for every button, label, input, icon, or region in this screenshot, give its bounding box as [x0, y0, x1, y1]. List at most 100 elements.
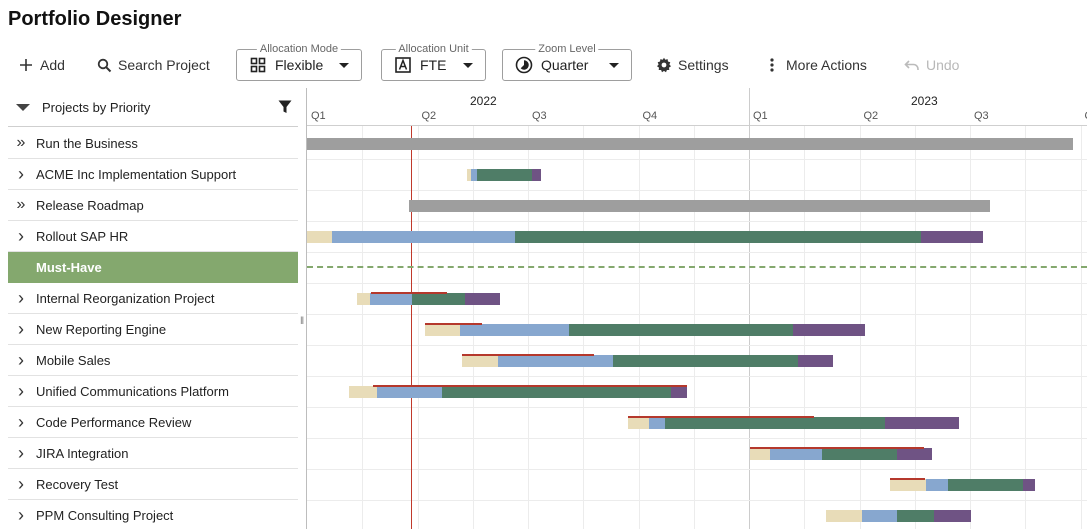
summary-bar[interactable] [307, 138, 1073, 150]
project-bar[interactable] [357, 293, 500, 305]
settings-button[interactable]: Settings [656, 54, 729, 76]
quarter-label: Q1 [753, 110, 768, 122]
undo-button[interactable]: Undo [904, 54, 959, 76]
planning-phase-segment[interactable] [862, 510, 897, 522]
group-row[interactable]: Must-Have [8, 252, 298, 283]
execution-phase-segment[interactable] [897, 510, 934, 522]
collapse-triangle-icon[interactable] [16, 103, 30, 111]
project-bar[interactable] [349, 386, 687, 398]
execution-phase-segment[interactable] [442, 386, 671, 398]
closing-phase-segment[interactable] [798, 355, 833, 367]
chevron-right-icon[interactable]: › [18, 411, 24, 432]
project-row[interactable]: › Recovery Test [8, 469, 298, 500]
initiation-phase-segment[interactable] [349, 386, 377, 398]
chevron-right-icon[interactable]: › [18, 380, 24, 401]
initiation-phase-segment[interactable] [826, 510, 862, 522]
project-row[interactable]: › Code Performance Review [8, 407, 298, 438]
row-gridline [307, 438, 1087, 439]
project-row[interactable]: › Mobile Sales [8, 345, 298, 376]
chevron-right-icon[interactable]: › [18, 349, 24, 370]
closing-phase-segment[interactable] [1023, 479, 1035, 491]
planning-phase-segment[interactable] [370, 293, 412, 305]
planning-phase-segment[interactable] [377, 386, 442, 398]
closing-phase-segment[interactable] [671, 386, 687, 398]
execution-phase-segment[interactable] [569, 324, 793, 336]
row-label: New Reporting Engine [36, 321, 167, 337]
initiation-phase-segment[interactable] [307, 231, 332, 243]
project-row[interactable]: › JIRA Integration [8, 438, 298, 469]
more-actions-button[interactable]: More Actions [764, 54, 867, 76]
add-button[interactable]: Add [18, 54, 65, 76]
planning-phase-segment[interactable] [649, 417, 665, 429]
project-bar[interactable] [467, 169, 541, 181]
initiation-phase-segment[interactable] [890, 479, 926, 491]
project-row[interactable]: » Run the Business [8, 128, 298, 159]
execution-phase-segment[interactable] [822, 448, 897, 460]
execution-phase-segment[interactable] [948, 479, 1023, 491]
execution-phase-segment[interactable] [412, 293, 465, 305]
chevron-right-icon[interactable]: › [18, 504, 24, 525]
pane-splitter[interactable] [306, 88, 307, 529]
project-row[interactable]: › Unified Communications Platform [8, 376, 298, 407]
project-bar[interactable] [890, 479, 1035, 491]
chevron-right-icon[interactable]: › [18, 318, 24, 339]
timelapse-icon [515, 56, 533, 74]
planning-phase-segment[interactable] [471, 169, 477, 181]
double-chevron-right-icon[interactable]: » [16, 196, 26, 213]
execution-phase-segment[interactable] [515, 231, 921, 243]
initiation-phase-segment[interactable] [467, 169, 471, 181]
baseline-marker [628, 416, 814, 418]
project-bar[interactable] [425, 324, 865, 336]
initiation-phase-segment[interactable] [357, 293, 370, 305]
project-bar[interactable] [628, 417, 959, 429]
filter-icon[interactable] [278, 100, 292, 117]
chevron-down-icon [609, 63, 619, 68]
project-bar[interactable] [307, 231, 983, 243]
project-bar[interactable] [462, 355, 833, 367]
project-bar[interactable] [750, 448, 932, 460]
planning-phase-segment[interactable] [460, 324, 569, 336]
project-row[interactable]: » Release Roadmap [8, 190, 298, 221]
initiation-phase-segment[interactable] [628, 417, 649, 429]
closing-phase-segment[interactable] [885, 417, 959, 429]
row-label: Unified Communications Platform [36, 383, 229, 399]
planning-phase-segment[interactable] [926, 479, 948, 491]
closing-phase-segment[interactable] [897, 448, 932, 460]
closing-phase-segment[interactable] [465, 293, 500, 305]
planning-phase-segment[interactable] [498, 355, 613, 367]
summary-bar[interactable] [409, 200, 990, 212]
planning-phase-segment[interactable] [770, 448, 822, 460]
row-label: Must-Have [36, 259, 102, 275]
project-row[interactable]: › New Reporting Engine [8, 314, 298, 345]
splitter-grip-icon[interactable]: ‖ [300, 316, 305, 327]
allocation-mode-select[interactable]: Allocation Mode Flexible [236, 43, 362, 81]
initiation-phase-segment[interactable] [425, 324, 460, 336]
closing-phase-segment[interactable] [934, 510, 971, 522]
chevron-right-icon[interactable]: › [18, 473, 24, 494]
closing-phase-segment[interactable] [532, 169, 541, 181]
execution-phase-segment[interactable] [665, 417, 885, 429]
execution-phase-segment[interactable] [477, 169, 532, 181]
project-row[interactable]: › Internal Reorganization Project [8, 283, 298, 314]
allocation-mode-value: Flexible [275, 57, 324, 73]
execution-phase-segment[interactable] [613, 355, 798, 367]
project-row[interactable]: › Rollout SAP HR [8, 221, 298, 252]
search-project-button[interactable]: Search Project [96, 54, 210, 76]
double-chevron-right-icon[interactable]: » [16, 134, 26, 151]
allocation-unit-select[interactable]: Allocation Unit FTE [381, 43, 486, 81]
project-row[interactable]: › ACME Inc Implementation Support [8, 159, 298, 190]
closing-phase-segment[interactable] [921, 231, 983, 243]
chevron-right-icon[interactable]: › [18, 163, 24, 184]
baseline-marker [890, 478, 925, 480]
planning-phase-segment[interactable] [332, 231, 515, 243]
chevron-right-icon[interactable]: › [18, 287, 24, 308]
chevron-right-icon[interactable]: › [18, 225, 24, 246]
project-bar[interactable] [826, 510, 971, 522]
chevron-down-icon [339, 63, 349, 68]
chevron-right-icon[interactable]: › [18, 442, 24, 463]
initiation-phase-segment[interactable] [750, 448, 770, 460]
closing-phase-segment[interactable] [793, 324, 865, 336]
zoom-level-select[interactable]: Zoom Level Quarter [502, 43, 632, 81]
project-row[interactable]: › PPM Consulting Project [8, 500, 298, 529]
initiation-phase-segment[interactable] [462, 355, 498, 367]
